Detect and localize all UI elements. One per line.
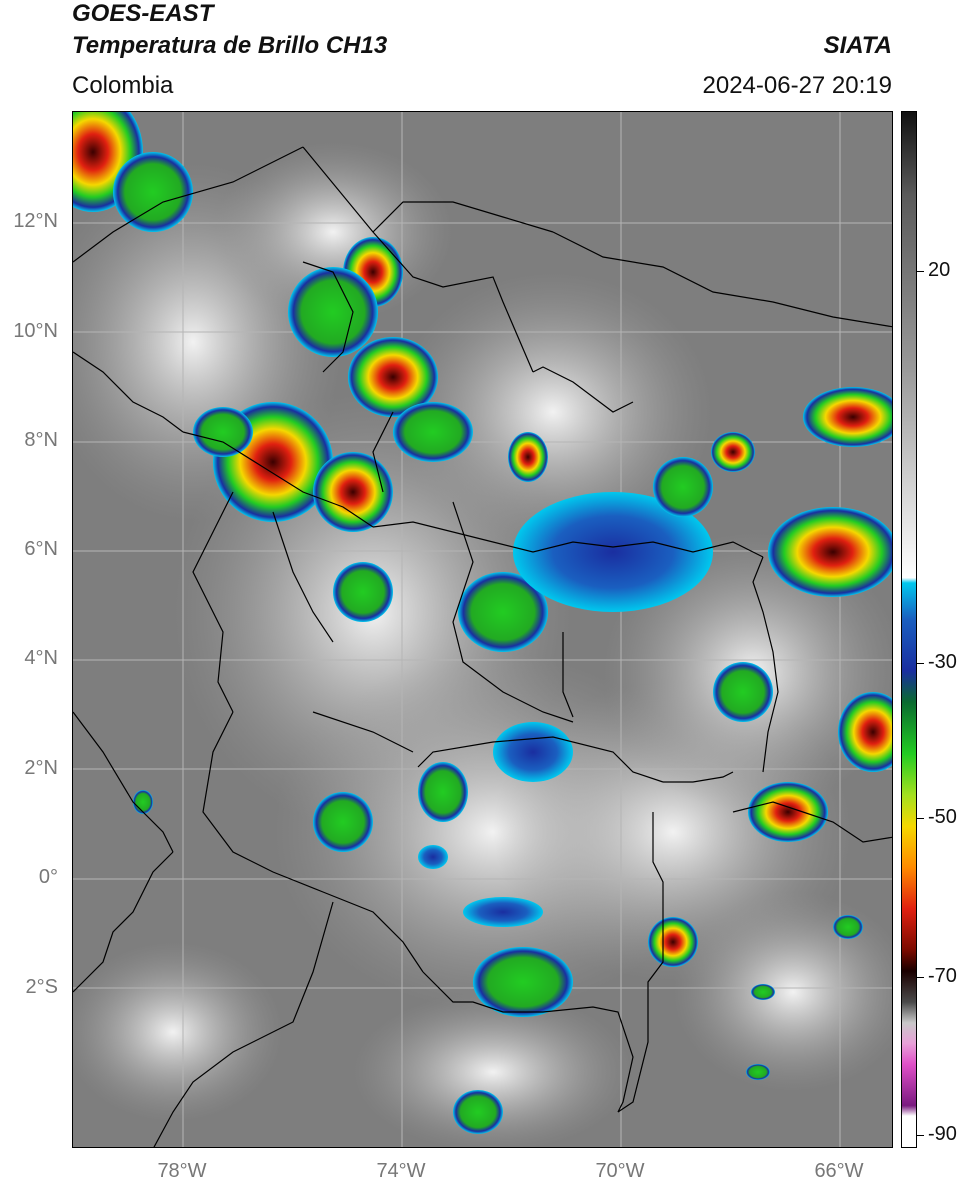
colorbar-label-20: 20 — [928, 259, 951, 281]
political-borders — [73, 146, 892, 1147]
colorbar-tick-minus90 — [917, 1135, 924, 1136]
lat-label-2s: 2°S — [25, 976, 58, 998]
colorbar-tick-minus30 — [917, 663, 924, 664]
region-label: Colombia — [72, 72, 174, 99]
colorbar-tick-20 — [917, 271, 924, 272]
lat-label-4n: 4°N — [24, 647, 58, 669]
satellite-title: GOES-EAST — [72, 0, 214, 27]
colorbar-label-minus50: -50 — [928, 806, 957, 828]
colorbar-tick-minus70 — [917, 977, 924, 978]
organization-label: SIATA — [823, 32, 892, 59]
colorbar-label-minus70: -70 — [928, 965, 957, 987]
lon-label-66w: 66°W — [814, 1160, 864, 1182]
product-title: Temperatura de Brillo CH13 — [72, 32, 388, 59]
lat-label-10n: 10°N — [13, 320, 58, 342]
colorbar-label-minus30: -30 — [928, 651, 957, 673]
lon-label-74w: 74°W — [376, 1160, 426, 1182]
lat-label-0: 0° — [38, 866, 58, 888]
lat-label-2n: 2°N — [24, 757, 58, 779]
colorbar-tick-minus50 — [917, 818, 924, 819]
map-svg — [73, 112, 892, 1147]
convective-cells — [73, 112, 892, 1134]
lat-label-6n: 6°N — [24, 538, 58, 560]
lat-label-8n: 8°N — [24, 429, 58, 451]
lon-label-78w: 78°W — [157, 1160, 207, 1182]
satellite-map — [72, 111, 893, 1148]
colorbar-label-minus90: -90 — [928, 1123, 957, 1145]
datetime-label: 2024-06-27 20:19 — [702, 72, 893, 99]
lon-label-70w: 70°W — [595, 1160, 645, 1182]
lat-label-12n: 12°N — [13, 210, 58, 232]
temperature-colorbar — [901, 111, 917, 1148]
